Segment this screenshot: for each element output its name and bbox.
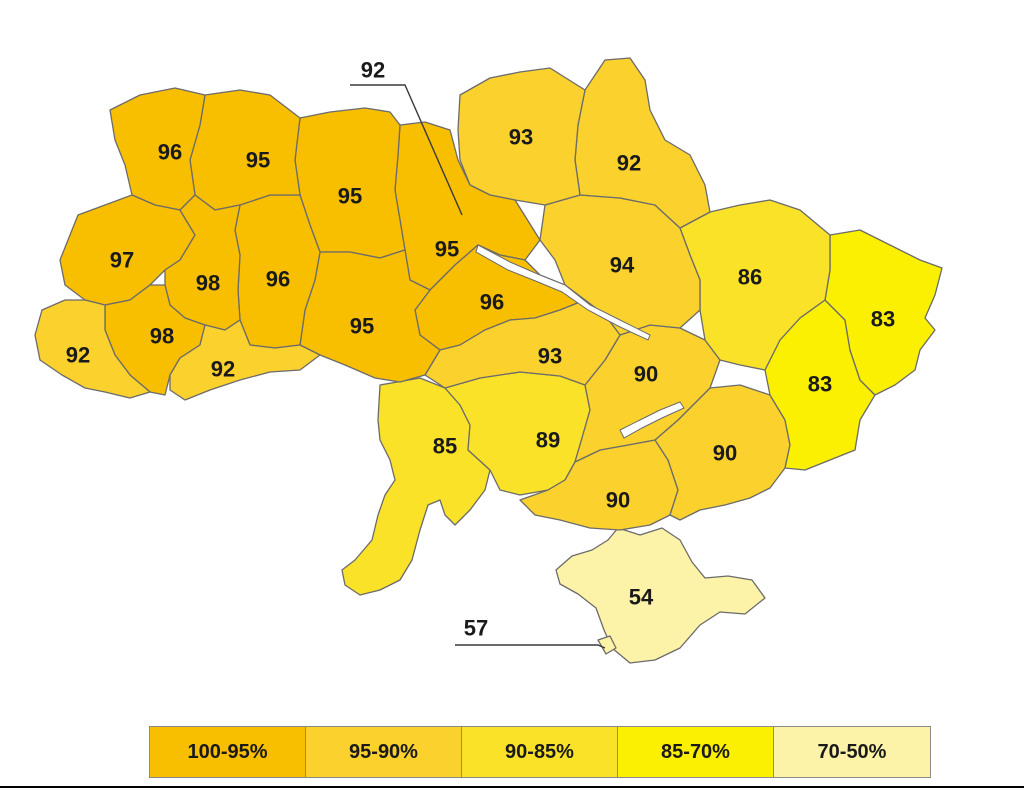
label-poltava: 94	[610, 253, 635, 278]
label-chernihiv: 93	[509, 125, 533, 150]
label-khmelnytskyi: 96	[266, 267, 290, 292]
label-rivne: 95	[246, 148, 270, 173]
legend-item: 95-90%	[306, 727, 462, 777]
label-kharkiv: 86	[738, 265, 762, 290]
region-sevastopol	[597, 635, 617, 655]
region-lviv	[59, 194, 196, 306]
label-ivano-frankivsk: 98	[150, 324, 174, 349]
label-kirovohrad: 93	[538, 344, 562, 369]
region-chernivtsi	[169, 319, 321, 401]
label-sumy: 92	[617, 151, 641, 176]
dnipro-reservoir	[475, 244, 651, 341]
label-zakarpattia: 92	[66, 343, 90, 368]
legend-label: 95-90%	[349, 740, 418, 763]
label-zaporizhzhia: 90	[713, 441, 737, 466]
legend-item: 85-70%	[618, 727, 774, 777]
legend-item: 100-95%	[150, 727, 306, 777]
sevastopol-leader-line	[455, 644, 606, 649]
kyiv-city-leader-line	[350, 84, 463, 216]
label-crimea: 54	[629, 585, 654, 610]
region-labels: 96 95 95 95 92 93 92 97 98 96 95 96 94 8…	[66, 58, 895, 641]
label-zhytomyr: 95	[338, 184, 362, 209]
legend-label: 100-95%	[187, 740, 268, 763]
label-vinnytsia: 95	[350, 314, 374, 339]
label-kherson: 90	[606, 488, 630, 513]
region-chernihiv	[457, 67, 586, 206]
region-zakarpattia	[34, 299, 151, 399]
label-cherkasy: 96	[480, 290, 504, 315]
label-ternopil: 98	[196, 271, 220, 296]
map-legend: 100-95% 95-90% 90-85% 85-70% 70-50%	[149, 726, 931, 778]
legend-item: 70-50%	[774, 727, 930, 777]
region-kirovohrad	[424, 299, 621, 389]
legend-label: 85-70%	[661, 740, 730, 763]
legend-label: 70-50%	[817, 740, 887, 763]
label-sevastopol: 57	[464, 616, 488, 641]
label-lviv: 97	[110, 248, 134, 273]
label-volyn: 96	[158, 140, 182, 165]
label-chernivtsi: 92	[211, 357, 235, 382]
label-donetsk: 83	[808, 372, 832, 397]
bottom-border-line	[0, 786, 1024, 788]
label-kyiv-city: 92	[361, 58, 385, 83]
region-luhansk	[824, 229, 943, 396]
region-crimea	[555, 527, 766, 664]
region-zaporizhzhia	[654, 384, 791, 521]
label-odesa: 85	[433, 434, 457, 459]
kakhovka-reservoir	[619, 401, 685, 439]
label-kyiv-oblast: 95	[435, 237, 459, 262]
label-luhansk: 83	[871, 307, 895, 332]
legend-label: 90-85%	[505, 740, 574, 763]
label-dnipropetrovsk: 90	[634, 362, 658, 387]
legend-item: 90-85%	[462, 727, 618, 777]
label-mykolaiv: 89	[536, 428, 560, 453]
